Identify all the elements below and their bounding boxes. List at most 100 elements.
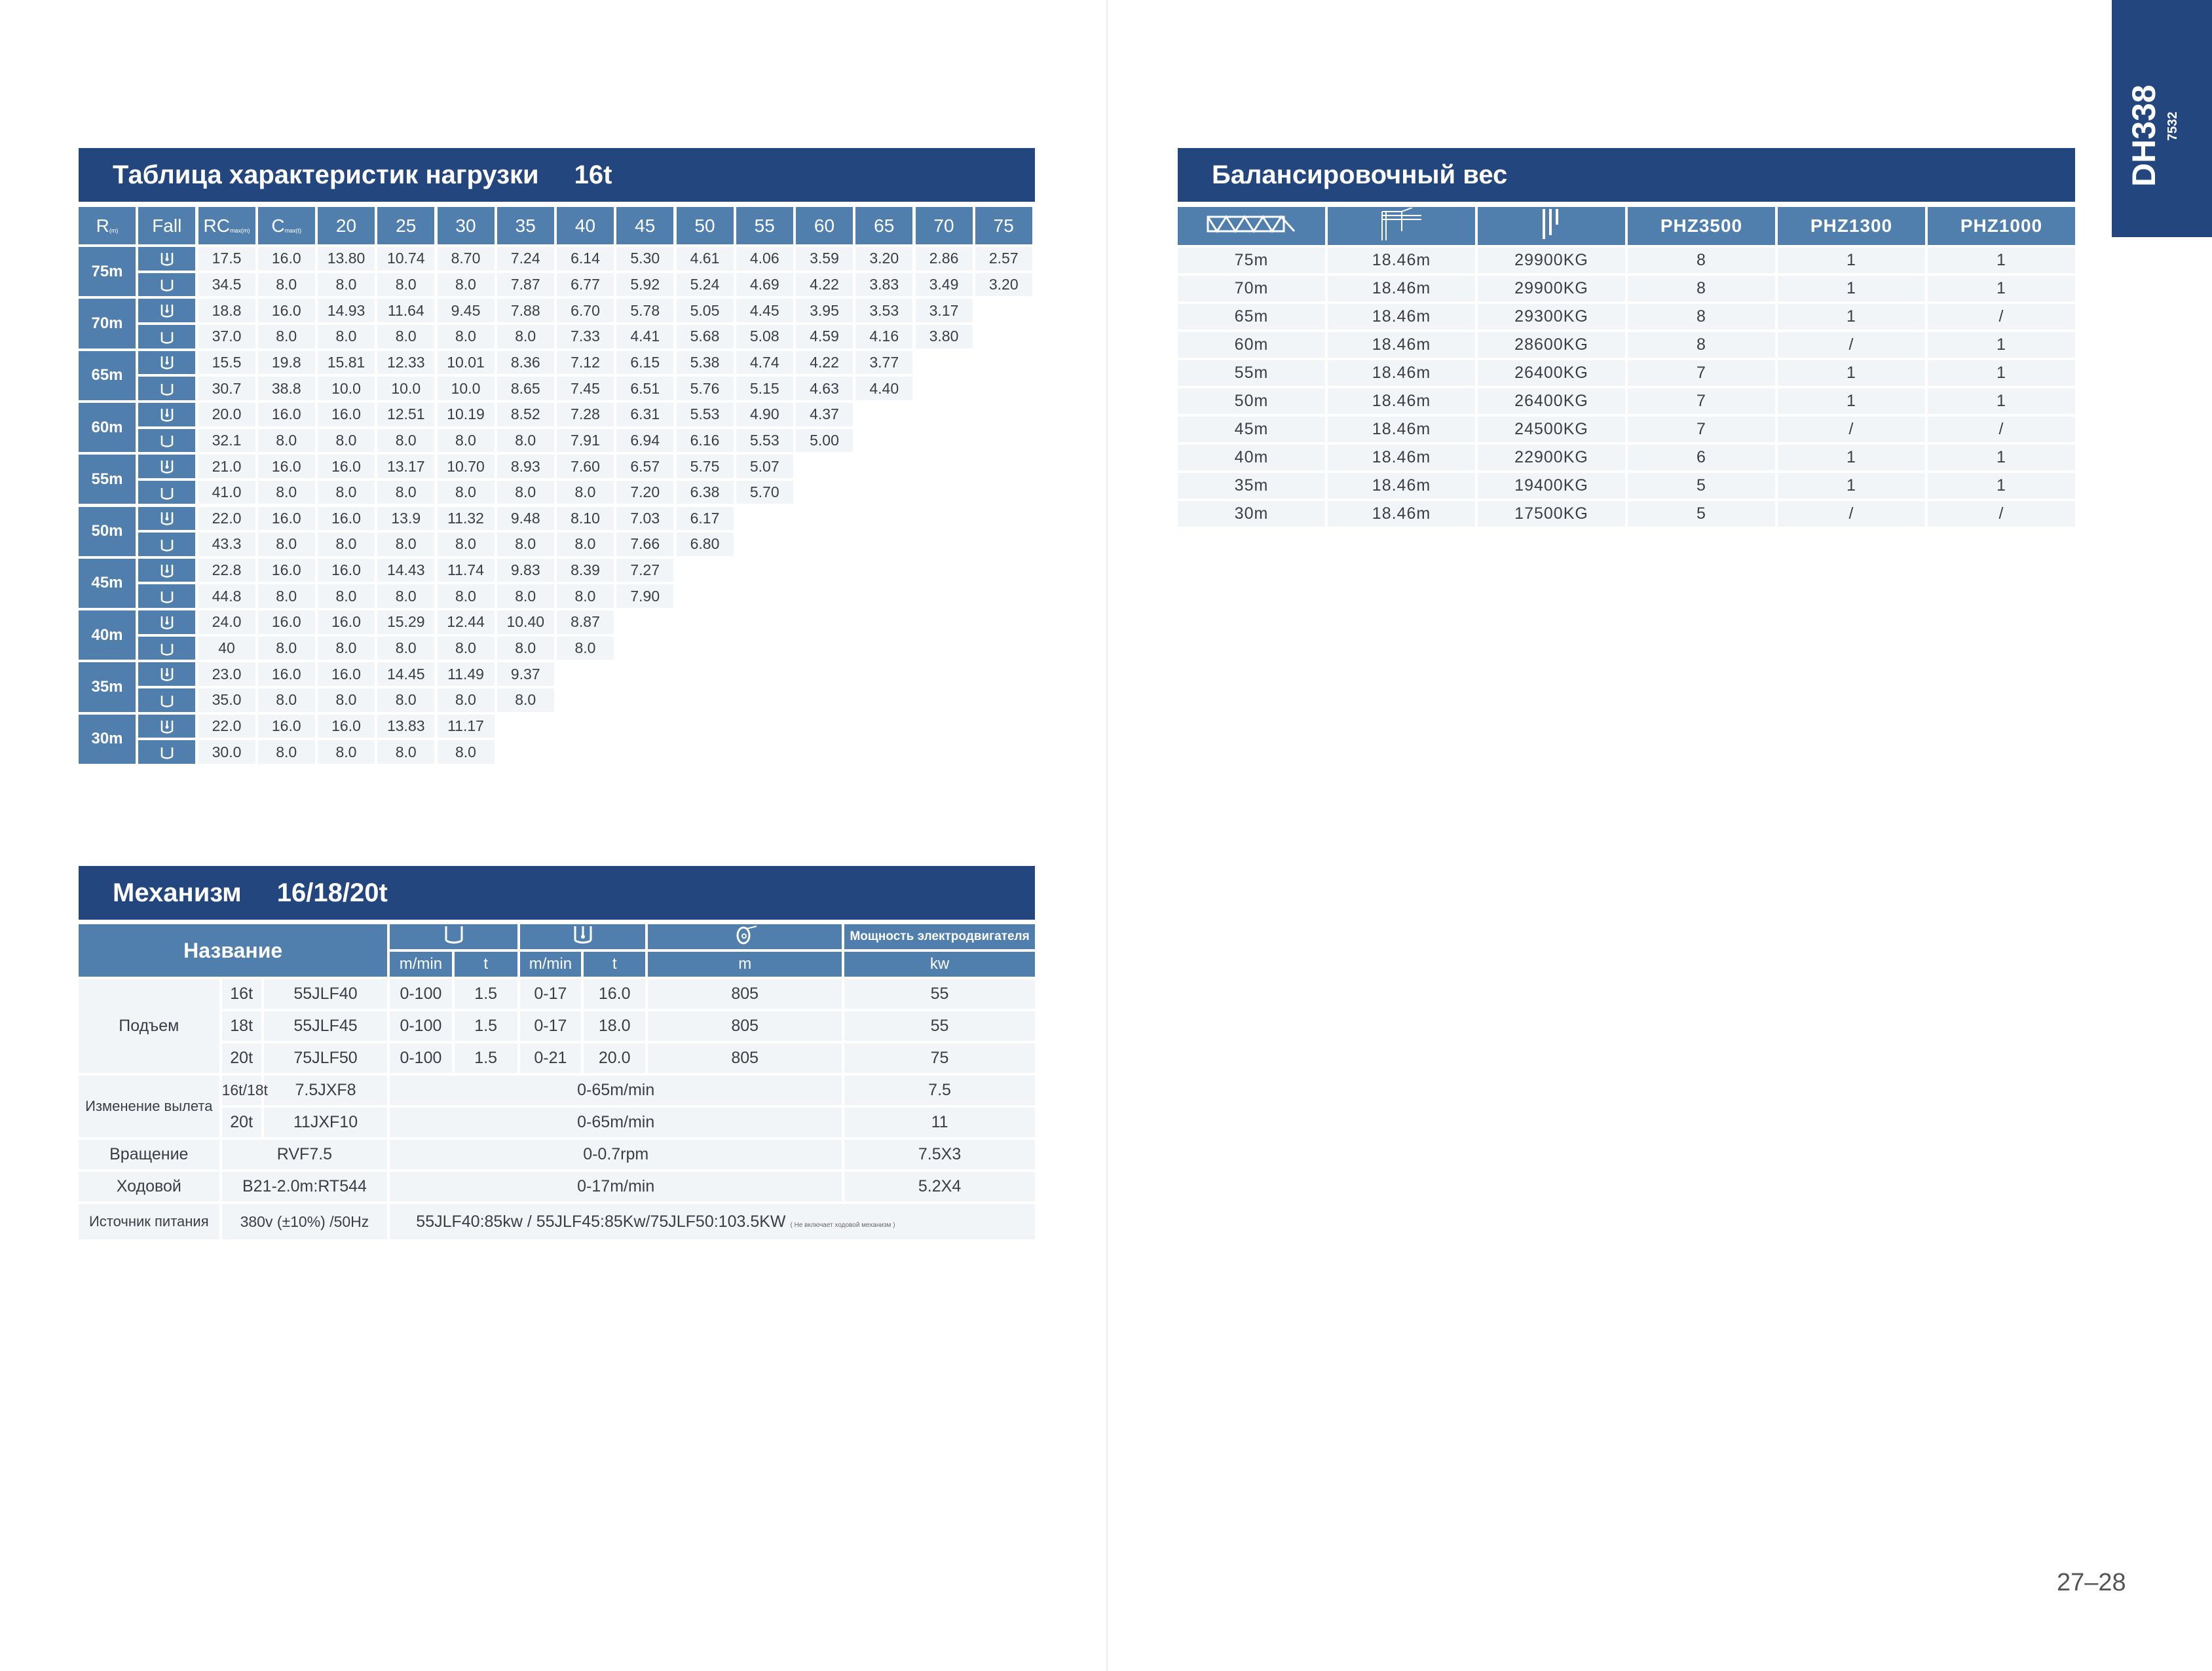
cell: 11 xyxy=(844,1108,1035,1137)
cell: / xyxy=(1928,417,2075,442)
counterweight-icon xyxy=(1478,207,1625,245)
load-value: 4.63 xyxy=(796,377,853,400)
cell: 55m xyxy=(1178,360,1325,386)
cell: 18.46m xyxy=(1328,304,1475,329)
load-value: 8.0 xyxy=(497,324,554,348)
model-name: DH338 xyxy=(2126,84,2162,187)
two-fall-icon xyxy=(138,480,196,504)
cell: / xyxy=(1778,501,1925,527)
rope-drum-icon xyxy=(648,924,842,949)
header-radius-50: 50 xyxy=(676,207,734,244)
load-value: 3.77 xyxy=(855,350,913,375)
load-value: 6.70 xyxy=(557,299,614,322)
load-value: 6.80 xyxy=(676,533,734,556)
table-row: 75m 18.46m 29900KG 8 1 1 xyxy=(1178,248,2075,273)
load-value: 3.80 xyxy=(915,324,973,348)
cell: 1 xyxy=(1928,248,2075,273)
load-value: 6.31 xyxy=(616,402,674,426)
load-value: 16.0 xyxy=(257,247,315,271)
cell: 1 xyxy=(1778,388,1925,414)
trolley-label: Изменение вылета xyxy=(79,1076,219,1137)
load-value: 12.33 xyxy=(377,350,435,375)
cell: 805 xyxy=(648,1043,842,1073)
load-value: 10.40 xyxy=(497,610,554,634)
two-fall-icon xyxy=(138,636,196,660)
load-value: 5.53 xyxy=(736,428,793,453)
load-value: 30.7 xyxy=(198,377,255,400)
load-value: 5.70 xyxy=(736,480,793,504)
header-radius-40: 40 xyxy=(557,207,614,244)
load-value: 16.0 xyxy=(257,506,315,531)
name-header: Название xyxy=(79,924,388,977)
load-value: 24.0 xyxy=(198,610,255,634)
load-value: 16.0 xyxy=(318,714,375,738)
load-value: 16.0 xyxy=(257,610,315,634)
load-value: 5.07 xyxy=(736,455,793,478)
load-value: 38.8 xyxy=(257,377,315,400)
load-value: 8.0 xyxy=(437,480,495,504)
load-value: 8.0 xyxy=(318,584,375,609)
cell: 1 xyxy=(1778,248,1925,273)
load-value: 7.91 xyxy=(557,428,614,453)
load-value: 8.0 xyxy=(437,740,495,764)
load-value: 8.0 xyxy=(318,324,375,348)
load-value: 6.94 xyxy=(616,428,674,453)
cell: 1 xyxy=(1928,473,2075,498)
load-value: 15.29 xyxy=(377,610,435,634)
model-sub: 7532 xyxy=(2165,111,2180,141)
load-value: 8.0 xyxy=(497,688,554,712)
load-value: 10.74 xyxy=(377,247,435,271)
load-value: 32.1 xyxy=(198,428,255,453)
cell: 18.46m xyxy=(1328,360,1475,386)
jib-length-label: 30m xyxy=(79,714,136,764)
load-value: 8.0 xyxy=(497,636,554,660)
balance-title: Балансировочный вес xyxy=(1212,160,1508,189)
load-value: 7.24 xyxy=(497,247,554,271)
cell: 18.0 xyxy=(584,1011,646,1041)
load-value: 5.38 xyxy=(676,350,734,375)
load-value: 5.92 xyxy=(616,272,674,297)
load-value: 16.0 xyxy=(257,714,315,738)
load-value: 8.0 xyxy=(257,533,315,556)
page-number: 27–28 xyxy=(2057,1569,2126,1596)
cell: 1 xyxy=(1778,473,1925,498)
load-value: 8.0 xyxy=(318,740,375,764)
jib-length-label: 75m xyxy=(79,247,136,297)
mechanism-subheader-row: m/min t m/min t m kw xyxy=(79,952,1035,977)
mechanism-header-row: Название Мощность электродвигателя xyxy=(79,924,1035,977)
cell: 30m xyxy=(1178,501,1325,527)
cell: 75 xyxy=(844,1043,1035,1073)
load-value: 12.44 xyxy=(437,610,495,634)
cell: 29900KG xyxy=(1478,248,1625,273)
table-row: 45m 18.46m 24500KG 7// xyxy=(1178,417,2075,442)
load-value: 4.45 xyxy=(736,299,793,322)
table-row: 30m 18.46m 17500KG 5// xyxy=(1178,501,2075,527)
jib-truss-icon xyxy=(1178,207,1325,245)
cell: 8 xyxy=(1628,276,1775,301)
load-value: 6.15 xyxy=(616,350,674,375)
cell: 18.46m xyxy=(1328,445,1475,470)
load-value: 40 xyxy=(198,636,255,660)
cell: 60m xyxy=(1178,332,1325,358)
balance-table: PHZ3500 PHZ1300 PHZ1000 75m 18.46m 29900KG… xyxy=(1175,204,2078,529)
load-value: 5.78 xyxy=(616,299,674,322)
load-value: 8.0 xyxy=(257,480,315,504)
cell: 380v (±10%) /50Hz xyxy=(221,1204,388,1239)
table-row: Ходовой B21-2.0m:RT544 0-17m/min 5.2X4 xyxy=(79,1172,1035,1201)
load-value: 35.0 xyxy=(198,688,255,712)
header-radius: R (m) xyxy=(79,207,136,244)
load-value: 8.0 xyxy=(377,636,435,660)
table-row: 55m 18.46m 26400KG 7 1 1 xyxy=(1178,360,2075,386)
load-value: 4.41 xyxy=(616,324,674,348)
load-value: 15.81 xyxy=(318,350,375,375)
unit-t: t xyxy=(454,952,517,977)
four-fall-icon xyxy=(519,924,646,949)
load-value: 8.0 xyxy=(257,740,315,764)
load-value: 7.66 xyxy=(616,533,674,556)
table-row: 18t 55JLF45 0-100 1.5 0-17 18.0 805 55 xyxy=(79,1011,1035,1041)
header-radius-75: 75 xyxy=(975,207,1032,244)
load-value: 9.45 xyxy=(437,299,495,322)
four-fall-icon xyxy=(138,455,196,478)
load-value: 8.0 xyxy=(497,428,554,453)
power-note: ( Не включает ходовой механизм ) xyxy=(790,1221,895,1229)
